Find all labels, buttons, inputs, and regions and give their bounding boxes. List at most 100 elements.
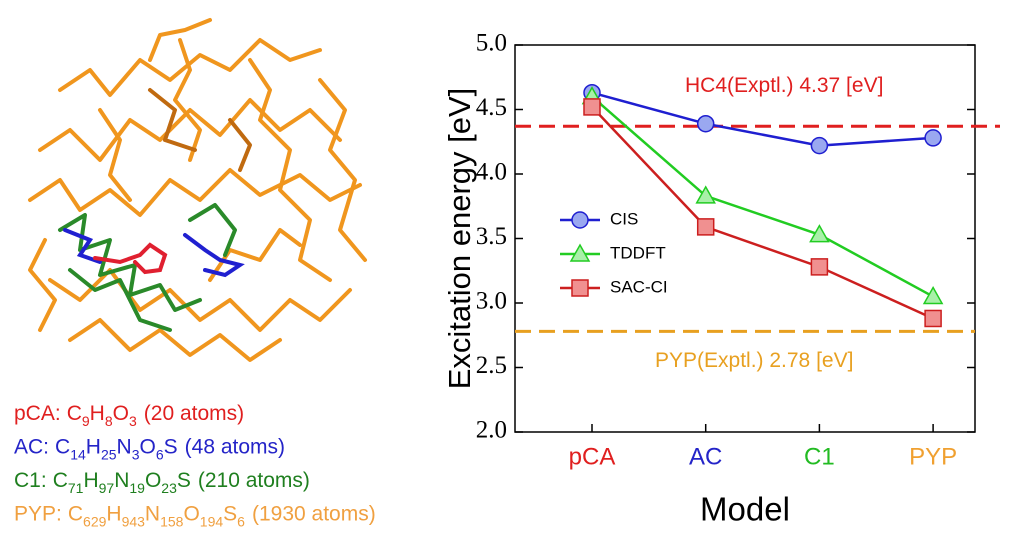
ac-part xyxy=(63,228,102,264)
subscript: 71 xyxy=(68,480,84,496)
element: N xyxy=(145,502,160,525)
reference-label: HC4(Exptl.) 4.37 [eV] xyxy=(685,74,883,97)
legend-label: CIS xyxy=(610,209,638,228)
element: H xyxy=(83,469,98,492)
y-tick-label: 4.0 xyxy=(476,159,507,186)
y-tick-label: 2.5 xyxy=(476,352,507,379)
subscript: 943 xyxy=(122,513,146,529)
y-axis-label: Excitation energy [eV] xyxy=(442,88,477,390)
protein-chain xyxy=(228,118,252,172)
legend-label: SAC-CI xyxy=(610,277,668,296)
chromophore-env xyxy=(58,213,202,312)
series-line xyxy=(591,106,934,320)
element: S xyxy=(223,502,237,525)
subscript: 3 xyxy=(132,446,140,462)
atom-count: (20 atoms) xyxy=(144,402,244,425)
series-line xyxy=(591,91,934,147)
composition-line: PYP: C629H943N158O194S6 (1930 atoms) xyxy=(14,502,376,529)
element: O xyxy=(139,435,155,458)
model-label: PYP: xyxy=(14,502,62,525)
subscript: 194 xyxy=(200,513,224,529)
chromophore-env xyxy=(68,268,172,332)
marker xyxy=(569,243,591,262)
protein-chain xyxy=(148,88,197,152)
element: S xyxy=(164,435,178,458)
composition-line: C1: C71H97N19O23S (210 atoms) xyxy=(14,469,310,496)
marker xyxy=(571,279,589,297)
protein-chain xyxy=(318,78,367,262)
subscript: 6 xyxy=(237,513,245,529)
subscript: 19 xyxy=(129,480,145,496)
marker xyxy=(696,114,715,133)
protein-chain xyxy=(173,38,202,162)
element: C xyxy=(67,402,82,425)
subscript: 8 xyxy=(105,413,113,429)
element: H xyxy=(106,502,121,525)
y-tick-label: 2.0 xyxy=(476,417,507,444)
subscript: 629 xyxy=(83,513,107,529)
element: O xyxy=(183,502,199,525)
ac-part xyxy=(183,233,245,278)
element: O xyxy=(145,469,161,492)
subscript: 25 xyxy=(101,446,117,462)
protein-chain xyxy=(98,108,132,202)
marker xyxy=(809,224,830,243)
element: C xyxy=(55,435,70,458)
atom-count: (1930 atoms) xyxy=(252,502,376,525)
element: H xyxy=(90,402,105,425)
composition-line: pCA: C9H8O3 (20 atoms) xyxy=(14,402,244,429)
protein-chain xyxy=(148,18,212,62)
y-tick-label: 4.5 xyxy=(476,94,507,121)
marker xyxy=(583,98,601,116)
marker xyxy=(810,136,829,155)
element: C xyxy=(68,502,83,525)
protein-chain xyxy=(68,318,282,362)
element: O xyxy=(113,402,129,425)
element: H xyxy=(86,435,101,458)
x-tick-label: C1 xyxy=(804,443,835,470)
marker xyxy=(696,218,715,236)
series-line xyxy=(591,95,934,298)
protein-chain xyxy=(248,58,332,282)
atom-count: (210 atoms) xyxy=(198,469,310,492)
protein-chain xyxy=(28,168,362,217)
pca-part xyxy=(93,242,168,275)
marker xyxy=(571,211,589,229)
chromophore-env xyxy=(188,203,237,257)
model-label: pCA: xyxy=(14,402,61,425)
x-axis-label: Model xyxy=(700,491,790,528)
subscript: 158 xyxy=(160,513,184,529)
element: N xyxy=(117,435,132,458)
y-tick-label: 3.5 xyxy=(476,223,507,250)
composition-legend: pCA: C9H8O3 (20 atoms)AC: C14H25N3O6S (48 at… xyxy=(14,402,376,530)
marker xyxy=(924,129,942,147)
protein-chain xyxy=(28,238,57,332)
model-label: C1: xyxy=(14,469,47,492)
element: S xyxy=(177,469,191,492)
subscript: 97 xyxy=(99,480,115,496)
atom-count: (48 atoms) xyxy=(185,435,285,458)
marker xyxy=(924,309,942,328)
model-label: AC: xyxy=(14,435,49,458)
marker xyxy=(695,185,716,204)
marker xyxy=(922,286,944,305)
protein-chain xyxy=(38,98,342,162)
reference-label: PYP(Exptl.) 2.78 [eV] xyxy=(655,349,853,372)
subscript: 23 xyxy=(161,480,177,496)
y-tick-label: 5.0 xyxy=(476,30,507,57)
protein-chain xyxy=(58,38,322,97)
element: C xyxy=(53,469,68,492)
subscript: 9 xyxy=(82,413,90,429)
subscript: 3 xyxy=(129,413,137,429)
x-tick-label: PYP xyxy=(909,443,957,470)
protein-chain xyxy=(48,268,352,332)
marker xyxy=(810,258,829,276)
element: N xyxy=(114,469,129,492)
subscript: 14 xyxy=(70,446,86,462)
legend-label: TDDFT xyxy=(610,243,666,262)
subscript: 6 xyxy=(156,446,164,462)
chart: 2.0 2.5 3.0 3.5 4.0 4.5 5.0 pCA AC C1 PYP Model Exci… xyxy=(442,30,1000,528)
composition-line: AC: C14H25N3O6S (48 atoms) xyxy=(14,435,285,462)
molecule-image xyxy=(28,18,367,362)
